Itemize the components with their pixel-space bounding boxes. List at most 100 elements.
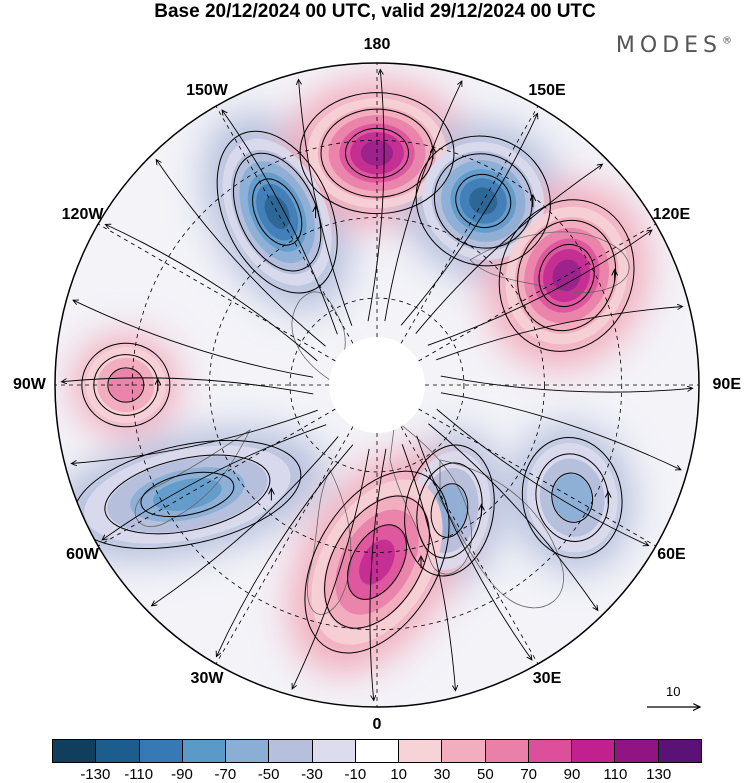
streamline [345,127,409,179]
streamline [416,435,532,660]
streamline [81,342,171,428]
streamline [440,375,693,393]
lon-label-150w: 150W [186,81,228,99]
lon-label-90e: 90E [712,376,741,393]
meridian-line [376,105,539,386]
streamline [222,110,338,335]
lon-label-150e: 150E [528,81,566,99]
streamline [107,367,145,403]
streamline [105,224,318,362]
colorbar-tick-label: 130 [646,766,672,783]
latitude-circle [209,217,545,553]
streamline [367,69,385,322]
wind-streamlines [61,69,692,700]
streamline [433,153,533,249]
streamline [304,470,450,654]
colorbar-swatch [485,740,529,762]
streamline [551,472,594,523]
colorbar-swatch [399,740,443,762]
anomaly-contour [360,140,394,166]
colorbar-tick-label: -130 [80,766,111,783]
coastline [306,469,352,615]
streamline [252,178,303,246]
map-boundary [54,62,700,708]
lon-label-120w: 120W [61,206,104,223]
streamline [102,424,327,540]
colorbar-swatch [615,740,659,762]
anomaly-contour [469,187,498,215]
streamline [517,219,617,332]
colorbar-tick-label: -90 [171,766,193,783]
streamline [415,164,603,334]
colorbar-tick-label: -70 [214,766,237,783]
streamline [299,92,455,215]
streamline [156,160,326,347]
streamline [347,524,407,600]
colorbar-swatch [269,740,313,762]
colorbar-swatch [528,740,573,762]
colorbar-tick-label: -50 [257,766,280,783]
streamline [292,448,370,689]
map-title: Base 20/12/2024 00 UTC, valid 29/12/2024… [154,1,596,22]
meridian-line [376,223,657,386]
colorbar-tick-label: 30 [433,766,451,783]
streamline [521,437,623,559]
colorbar-tick-label: 70 [520,766,537,783]
colorbar-tick-label: 110 [603,766,628,783]
colorbar-tick-label: -110 [124,766,154,783]
colorbar-swatch [96,740,140,762]
streamline [216,130,338,294]
wind-scale-label: 10 [666,684,681,699]
streamline [440,392,681,470]
streamline [400,113,537,326]
streamline [140,471,235,518]
colorbar-tick-label: -30 [301,766,323,783]
coastline [291,291,346,381]
streamline [216,444,354,657]
latitude-circle [289,297,465,473]
lon-label-90w: 90W [13,376,46,393]
colorbar-tick-label: 90 [563,766,581,783]
streamline [498,199,635,352]
streamline [71,409,318,463]
streamline [152,436,339,605]
streamline [538,244,595,308]
streamline [401,444,455,690]
colorbar [52,739,702,763]
colorbar-swatch [226,740,270,762]
colorbar-swatch [182,740,227,762]
streamline [415,135,551,267]
streamline [430,483,469,538]
colorbar-tick-label: 50 [476,766,494,783]
anomaly-contour [264,195,290,230]
lon-label-0: 0 [372,716,382,733]
map-disc [55,63,699,707]
meridian-line [97,223,378,386]
lon-label-120e: 120E [652,206,691,223]
meridian-line [215,105,378,386]
colorbar-swatch [572,740,616,762]
streamline [427,230,652,346]
colorbar-swatch [658,740,701,762]
streamline [428,423,597,611]
colorbar-swatch [53,740,97,762]
colorbar-swatch [442,740,486,762]
lon-label-30w: 30W [190,670,224,688]
streamline [298,79,353,326]
meridian-line [215,384,378,665]
coastline [439,459,564,609]
colorbar-tick-label: 10 [390,766,407,783]
streamline [73,300,314,378]
streamline [384,81,462,322]
coastline [134,428,252,527]
lon-label-180: 180 [363,36,391,53]
meridian-line [376,384,539,665]
streamline [436,408,649,545]
colorbar-swatch [139,740,183,762]
colorbar-swatch [312,740,356,762]
lon-label-60e: 60E [657,546,686,563]
pole-region [329,337,425,433]
streamline [61,377,314,395]
meridian-line [376,384,657,547]
